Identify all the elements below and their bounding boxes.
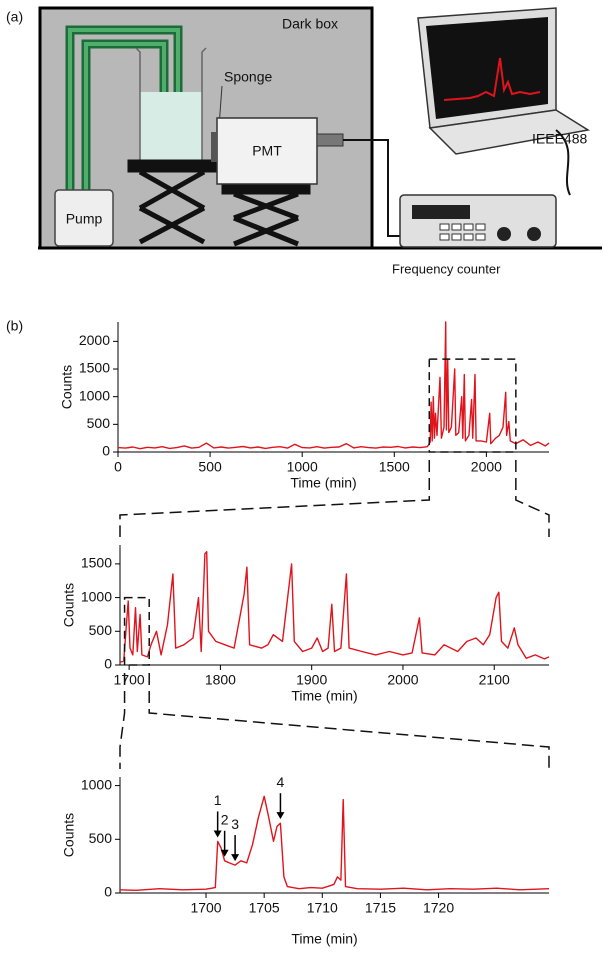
counter-label: Frequency counter [392,261,501,276]
cable [555,129,571,196]
x-tick-label: 0 [114,459,122,475]
x-tick-label: 2000 [387,672,418,688]
x-tick-label: 1710 [307,900,338,916]
zoom-box [428,358,517,453]
pump-label: Pump [66,211,103,227]
x-tick-label: 1700 [114,672,145,688]
annotation-label: 3 [231,816,239,832]
y-tick-label: 1000 [81,588,112,604]
screen-trace [443,57,541,101]
zoom-connector [119,460,431,537]
pmt [216,117,318,185]
pmt-window [211,132,217,162]
y-tick-label: 500 [89,622,113,638]
y-axis-label: Counts [61,583,77,627]
x-axis-label: Time (min) [291,931,357,947]
y-tick-label: 2000 [79,332,110,348]
x-tick-label: 1705 [249,900,280,916]
connector [316,133,344,147]
panel-label: (b) [6,318,23,334]
knob [527,227,541,241]
y-tick-label: 1000 [81,776,112,792]
y-tick-label: 500 [87,415,111,431]
x-tick-label: 2000 [471,459,502,475]
laptop-base [428,109,591,155]
panel-label: (a) [6,9,23,25]
y-tick-label: 1500 [79,360,110,376]
x-tick-label: 1715 [365,900,396,916]
data-line [119,795,550,891]
x-axis-label: Time (min) [291,688,357,704]
pipe [68,28,180,192]
annotation-arrowhead [231,854,240,862]
zoom-connector [515,460,550,537]
buttons [439,223,486,241]
y-axis-label: Counts [61,813,77,857]
interface-label: IEEE488 [532,131,587,147]
y-tick-label: 1000 [79,387,110,403]
zoom-connector [148,673,550,769]
zoom-box [123,596,150,666]
data-line [119,551,550,663]
x-tick-label: 1700 [190,900,221,916]
y-tick-label: 0 [104,884,112,900]
x-axis-label: Time (min) [290,475,356,491]
knob [497,227,511,241]
y-tick-label: 500 [89,830,113,846]
x-tick-label: 500 [198,459,222,475]
screen [426,17,548,119]
x-tick-label: 1720 [423,900,454,916]
x-tick-label: 1800 [205,672,236,688]
sponge-label: Sponge [224,69,272,85]
x-tick-label: 2100 [479,672,510,688]
y-axis-label: Counts [59,365,75,409]
pmt-label: PMT [252,143,282,159]
annotation-label: 1 [214,792,222,808]
scissor-lift [127,159,217,245]
y-tick-label: 0 [104,656,112,672]
annotation-arrowhead [276,812,285,820]
annotation-arrowhead [213,830,222,838]
y-tick-label: 1500 [81,555,112,571]
x-tick-label: 1900 [296,672,327,688]
x-tick-label: 1500 [379,459,410,475]
data-line [117,321,550,450]
x-tick-label: 1000 [287,459,318,475]
annotation-label: 2 [221,811,229,827]
pump [54,189,114,247]
annotation-arrowhead [220,849,229,857]
zoom-connector [119,673,126,769]
annotation-label: 4 [277,774,285,790]
display [412,205,470,219]
y-tick-label: 0 [102,443,110,459]
dark-box-label: Dark box [282,16,338,32]
liquid [140,92,202,162]
